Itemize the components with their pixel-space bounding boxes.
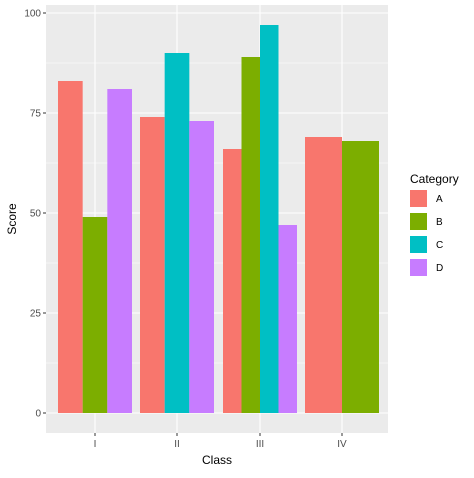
legend-label: A [436, 194, 443, 205]
legend-title: Category [410, 172, 459, 186]
x-axis-title: Class [202, 453, 232, 467]
legend-key-C [410, 236, 427, 253]
y-tick-label: 25 [30, 309, 42, 320]
bar-I-B [82, 217, 108, 413]
bar-III-C [260, 25, 279, 413]
legend: Category A B C D [410, 172, 459, 276]
legend-key-A [410, 190, 427, 207]
bar-I-A [58, 81, 83, 413]
legend-key-D [410, 259, 427, 276]
y-axis: 0 25 50 75 100 [24, 9, 46, 420]
legend-key-B [410, 213, 427, 230]
bar-II-D [189, 121, 214, 413]
y-tick-label: 100 [24, 9, 41, 20]
bar-IV-A [305, 137, 342, 413]
bars [58, 25, 379, 413]
y-tick-label: 0 [35, 409, 41, 420]
bar-I-D [107, 89, 132, 413]
legend-label: D [436, 263, 443, 274]
x-tick-label: IV [337, 439, 347, 450]
y-axis-title: Score [5, 203, 19, 235]
bar-II-A [140, 117, 165, 413]
x-tick-label: III [256, 439, 264, 450]
legend-label: C [436, 240, 443, 251]
legend-label: B [436, 217, 443, 228]
x-tick-label: I [94, 439, 97, 450]
y-tick-label: 75 [30, 109, 42, 120]
bar-IV-B [342, 141, 379, 413]
bar-III-A [223, 149, 242, 413]
bar-II-C [164, 53, 190, 413]
x-tick-label: II [174, 439, 180, 450]
bar-III-D [278, 225, 297, 413]
y-tick-label: 50 [30, 209, 42, 220]
bar-III-B [241, 57, 260, 413]
x-axis: I II III IV [94, 433, 347, 450]
